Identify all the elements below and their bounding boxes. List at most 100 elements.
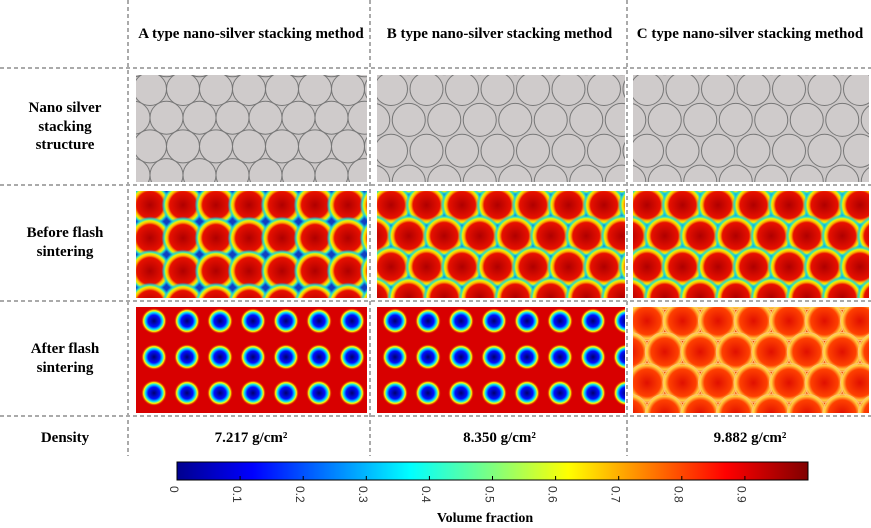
pore [415,380,441,406]
particle [737,73,770,106]
pore [580,308,606,334]
particle [481,73,514,106]
pore [141,308,167,334]
particle [332,73,365,106]
particle [200,130,233,163]
particle [299,130,332,163]
pore [514,344,540,370]
pore [306,308,332,334]
particle [249,101,282,134]
density-value: 9.882 g/cm² [629,420,871,456]
pore [481,344,507,370]
particle [299,73,332,106]
particle [552,134,585,167]
row-header: After flash sintering [15,304,115,414]
pore [514,380,540,406]
particle [844,73,871,106]
pore [273,344,299,370]
particle [755,103,788,136]
particle [719,103,752,136]
pore [207,308,233,334]
density-value: 8.350 g/cm² [372,420,627,456]
particle [315,101,348,134]
particle [216,101,249,134]
particle [808,134,841,167]
particle [666,134,699,167]
pore [448,308,474,334]
column-header: C type nano-silver stacking method [629,4,871,64]
particle [233,130,266,163]
particle [233,73,266,106]
pore [273,380,299,406]
pore [382,308,408,334]
pore [382,380,408,406]
particle [348,159,381,192]
pore [547,344,573,370]
column-header: A type nano-silver stacking method [130,4,372,64]
particle [631,73,664,106]
pore [580,344,606,370]
pore [339,380,365,406]
particle [588,134,621,167]
particle [117,101,150,134]
particle [167,73,200,106]
particle [481,134,514,167]
colorbar-tick-label: 0.6 [545,486,559,503]
particle [392,103,425,136]
pore [382,344,408,370]
pore [141,380,167,406]
particle [517,134,550,167]
particle [134,130,167,163]
particle [588,73,621,106]
particle [282,101,315,134]
particle [183,101,216,134]
pore [306,344,332,370]
pore [481,308,507,334]
particle [702,134,735,167]
particle [702,73,735,106]
pore [339,344,365,370]
pore [415,344,441,370]
particle [117,159,150,192]
particle [631,134,664,167]
figure: 00.10.20.30.40.50.60.70.80.9 A type nano… [0,0,871,528]
particle [773,134,806,167]
particle [266,73,299,106]
colorbar-tick-label: 0.3 [356,486,370,503]
pore [448,380,474,406]
pore [207,344,233,370]
particle [534,103,567,136]
particle [737,134,770,167]
pore [240,308,266,334]
row-header: Before flash sintering [15,188,115,298]
particle [167,130,200,163]
particle [315,159,348,192]
particle [826,103,859,136]
pore [415,308,441,334]
pore [207,380,233,406]
row-header: Density [15,420,115,456]
particle [266,130,299,163]
density-value: 7.217 g/cm² [130,420,372,456]
particle [282,159,315,192]
particle [200,73,233,106]
colorbar-tick-label: 0 [167,486,181,493]
pore [174,308,200,334]
pore [547,380,573,406]
particle [134,73,167,106]
particle [844,134,871,167]
particle [790,103,823,136]
particle [375,134,408,167]
particle [410,73,443,106]
pore [174,380,200,406]
particle [773,73,806,106]
colorbar-tick-label: 0.4 [419,486,433,503]
particle [463,103,496,136]
pore [306,380,332,406]
particle [446,73,479,106]
particle [446,134,479,167]
particle [216,159,249,192]
colorbar-tick-label: 0.1 [230,486,244,503]
colorbar-tick-label: 0.7 [609,486,623,503]
pore [240,380,266,406]
